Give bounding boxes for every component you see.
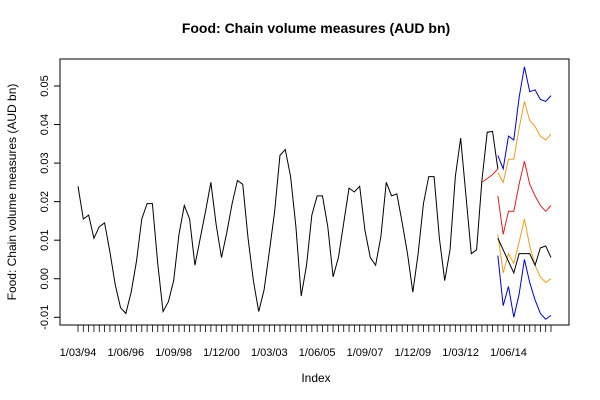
series-line-1 (481, 130, 499, 181)
x-tick-label: 1/09/07 (347, 347, 384, 359)
x-tick-label: 1/12/00 (203, 347, 240, 359)
series-line-6 (497, 255, 552, 320)
x-axis-label: Index (301, 371, 330, 385)
series-line-8 (481, 168, 499, 183)
series-line-0 (77, 137, 483, 315)
x-tick-label: 1/06/14 (490, 347, 527, 359)
x-tick-label: 1/09/98 (155, 347, 192, 359)
y-axis: -0.01 0.00 0.01 0.02 0.03 0.04 0.05 (39, 75, 61, 330)
series-group (77, 66, 552, 320)
y-tick-label: 0.04 (39, 114, 51, 135)
x-tick-label: 1/03/94 (60, 347, 97, 359)
series-line-3 (497, 101, 552, 184)
y-tick-label: 0.01 (39, 229, 51, 250)
x-tick-label: 1/06/05 (299, 347, 336, 359)
x-tick-label: 1/12/09 (394, 347, 431, 359)
y-tick-label: 0.03 (39, 152, 51, 173)
y-tick-label: 0.00 (39, 268, 51, 289)
chart-title: Food: Chain volume measures (AUD bn) (182, 20, 450, 36)
series-line-7 (497, 238, 552, 275)
plot-frame (59, 58, 570, 326)
y-axis-label: Food: Chain volume measures (AUD bn) (5, 84, 19, 301)
y-tick-label: -0.01 (39, 305, 51, 330)
x-axis: 1/03/94 1/06/96 1/09/98 1/12/00 1/03/03 1/06/… (60, 324, 552, 359)
y-tick-label: 0.02 (39, 191, 51, 212)
series-line-2 (497, 66, 552, 171)
x-tick-label: 1/03/12 (442, 347, 479, 359)
y-tick-label: 0.05 (39, 75, 51, 96)
x-tick-label: 1/03/03 (251, 347, 288, 359)
series-line-5 (497, 218, 552, 284)
series-line-4 (497, 161, 552, 235)
x-tick-label: 1/06/96 (107, 347, 144, 359)
